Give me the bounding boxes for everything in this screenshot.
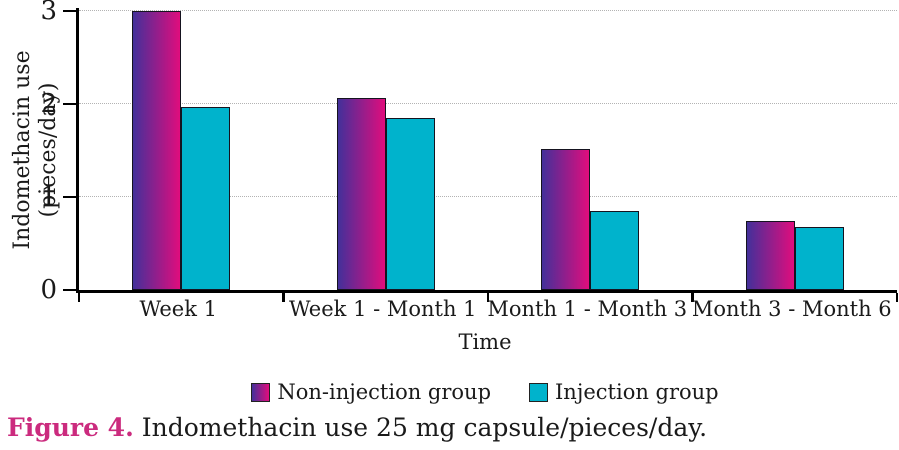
bar-groups <box>79 8 897 290</box>
x-category-label-month-1-month-3: Month 1 - Month 3 <box>487 297 688 321</box>
x-tick-4 <box>895 293 898 302</box>
y-tick-label-3: 3 <box>40 0 57 26</box>
x-tick-1 <box>282 293 285 302</box>
gridline-y-1 <box>79 196 897 197</box>
x-tick-3 <box>691 293 694 302</box>
y-tick-label-0: 0 <box>40 275 57 305</box>
y-tick-2 <box>63 102 76 105</box>
bar-group-month-1-month-3 <box>488 8 693 290</box>
x-category-label-week-1-month-1: Week 1 - Month 1 <box>288 297 477 321</box>
legend-label-non-injection-group: Non-injection group <box>277 380 492 404</box>
bar-non-injection-group-month-3-month-6 <box>745 221 795 290</box>
legend-item-injection-group: Injection group <box>529 380 719 404</box>
y-tick-1 <box>63 195 76 198</box>
bar-non-injection-group-week-1 <box>132 11 182 290</box>
figure-caption: Figure 4. Indomethacin use 25 mg capsule… <box>7 413 707 442</box>
y-tick-label-1: 1 <box>40 182 57 212</box>
bar-injection-group-month-3-month-6 <box>794 226 844 290</box>
legend-swatch-injection-group <box>529 382 549 402</box>
bar-group-week-1-month-1 <box>284 8 489 290</box>
y-tick-label-2: 2 <box>40 89 57 119</box>
legend-item-non-injection-group: Non-injection group <box>251 380 491 404</box>
bar-injection-group-week-1 <box>181 106 231 290</box>
y-tick-0 <box>63 288 76 291</box>
legend: Non-injection group Injection group <box>76 380 894 404</box>
bar-group-week-1 <box>79 8 284 290</box>
x-axis-title: Time <box>458 330 512 354</box>
bar-group-month-3-month-6 <box>693 8 898 290</box>
y-axis-title: Indomethacin use (pieces/day) <box>10 50 61 250</box>
bar-non-injection-group-week-1-month-1 <box>336 98 386 290</box>
x-category-label-week-1: Week 1 <box>139 297 218 321</box>
x-category-label-month-3-month-6: Month 3 - Month 6 <box>691 297 892 321</box>
bar-non-injection-group-month-1-month-3 <box>541 148 591 290</box>
figure-caption-text: Indomethacin use 25 mg capsule/pieces/da… <box>133 413 708 442</box>
gridline-y-2 <box>79 103 897 104</box>
legend-label-injection-group: Injection group <box>555 380 719 404</box>
plot-area: 0 1 2 3 <box>40 0 898 304</box>
x-tick-2 <box>486 293 489 302</box>
bar-injection-group-month-1-month-3 <box>590 211 640 290</box>
legend-swatch-non-injection-group <box>251 382 271 402</box>
y-tick-3 <box>63 9 76 12</box>
x-tick-0 <box>77 293 80 302</box>
gridline-y-3 <box>79 10 897 11</box>
bar-injection-group-week-1-month-1 <box>385 117 435 290</box>
figure-caption-label: Figure 4. <box>7 413 134 442</box>
